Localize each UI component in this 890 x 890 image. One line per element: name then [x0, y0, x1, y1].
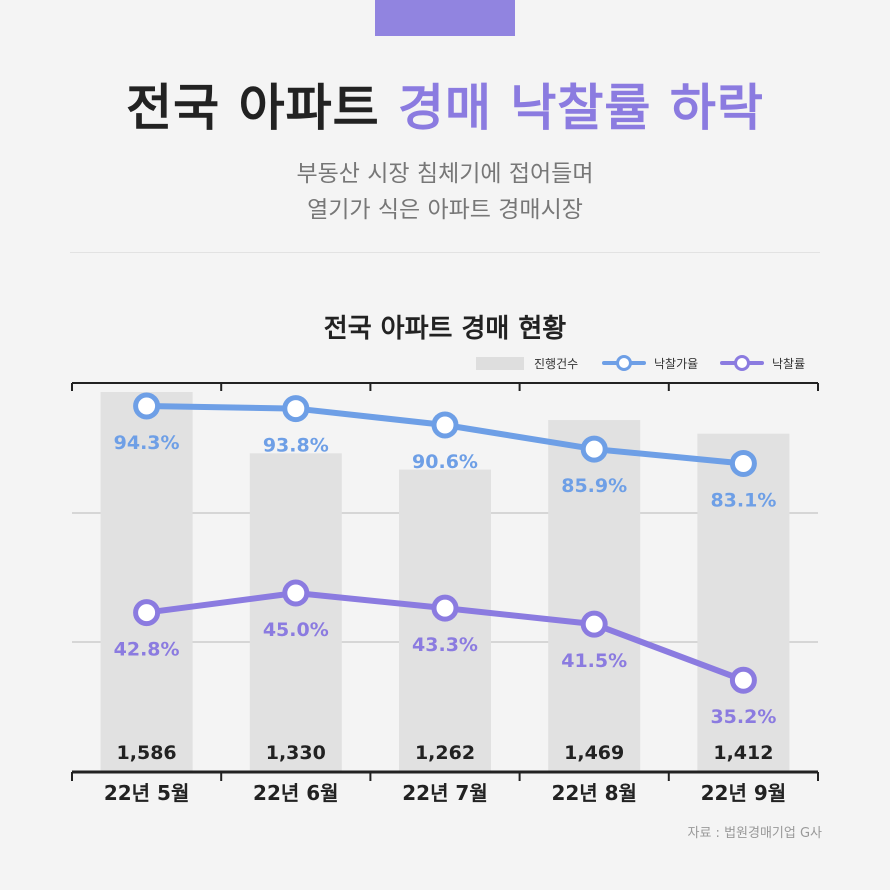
top-accent-tab: [375, 0, 515, 36]
bar-label-2: 1,262: [415, 742, 475, 764]
legend-label-price-rate: 낙찰가율: [654, 356, 699, 371]
win-rate-label-4: 35.2%: [710, 706, 776, 728]
bar-count-4: [697, 433, 790, 772]
legend-bar-swatch: [476, 356, 524, 370]
price-rate-point-3: [580, 435, 608, 463]
win-rate-label-1: 45.0%: [263, 619, 329, 641]
win-rate-point-4: [729, 666, 757, 694]
title-highlight: 경매 낙찰률 하락: [398, 79, 764, 137]
legend-label-win-rate: 낙찰률: [772, 356, 806, 371]
bar-label-4: 1,412: [713, 742, 773, 764]
win-rate-point-0: [133, 599, 161, 627]
title-plain: 전국 아파트: [126, 79, 380, 137]
bar-count-1: [249, 453, 342, 772]
price-rate-point-1: [282, 395, 310, 423]
price-rate-label-3: 85.9%: [561, 475, 627, 497]
legend-line-price-rate-icon: [602, 353, 646, 373]
win-rate-point-2: [431, 594, 459, 622]
legend-item-count: 진행건수: [476, 353, 578, 373]
bar-label-0: 1,586: [117, 742, 177, 764]
price-rate-point-2: [431, 411, 459, 439]
legend-item-win-rate: 낙찰률: [720, 353, 805, 373]
win-rate-point-3: [580, 610, 608, 638]
price-rate-label-1: 93.8%: [263, 435, 329, 457]
bar-label-3: 1,469: [564, 742, 624, 764]
price-rate-point-4: [729, 449, 757, 477]
bar-label-1: 1,330: [266, 742, 326, 764]
price-rate-label-4: 83.1%: [710, 489, 776, 511]
x-tick-label-0: 22년 5월: [104, 781, 190, 805]
win-rate-label-0: 42.8%: [114, 639, 180, 661]
x-tick-label-2: 22년 7월: [402, 781, 488, 805]
win-rate-label-2: 43.3%: [412, 634, 478, 656]
x-tick-label-4: 22년 9월: [701, 781, 787, 805]
subtitle: 부동산 시장 침체기에 접어들며 열기가 식은 아파트 경매시장: [0, 156, 890, 228]
bar-count-0: [100, 392, 193, 772]
header-divider: [70, 252, 820, 253]
chart-title: 전국 아파트 경매 현황: [323, 314, 567, 344]
legend-item-price-rate: 낙찰가율: [602, 353, 698, 373]
price-rate-label-2: 90.6%: [412, 451, 478, 473]
price-rate-label-0: 94.3%: [114, 432, 180, 454]
subtitle-line-1: 부동산 시장 침체기에 접어들며: [296, 161, 594, 187]
x-tick-label-3: 22년 8월: [551, 781, 637, 805]
x-tick-label-1: 22년 6월: [253, 781, 339, 805]
legend-line-win-rate-icon: [720, 353, 764, 373]
subtitle-line-2: 열기가 식은 아파트 경매시장: [307, 197, 583, 223]
price-rate-point-0: [133, 392, 161, 420]
legend-label-count: 진행건수: [534, 356, 579, 371]
bar-count-3: [548, 420, 641, 772]
page-title: 전국 아파트 경매 낙찰률 하락: [0, 68, 890, 140]
win-rate-point-1: [282, 579, 310, 607]
source-note: 자료 : 법원경매기업 G사: [687, 826, 823, 841]
win-rate-label-3: 41.5%: [561, 650, 627, 672]
